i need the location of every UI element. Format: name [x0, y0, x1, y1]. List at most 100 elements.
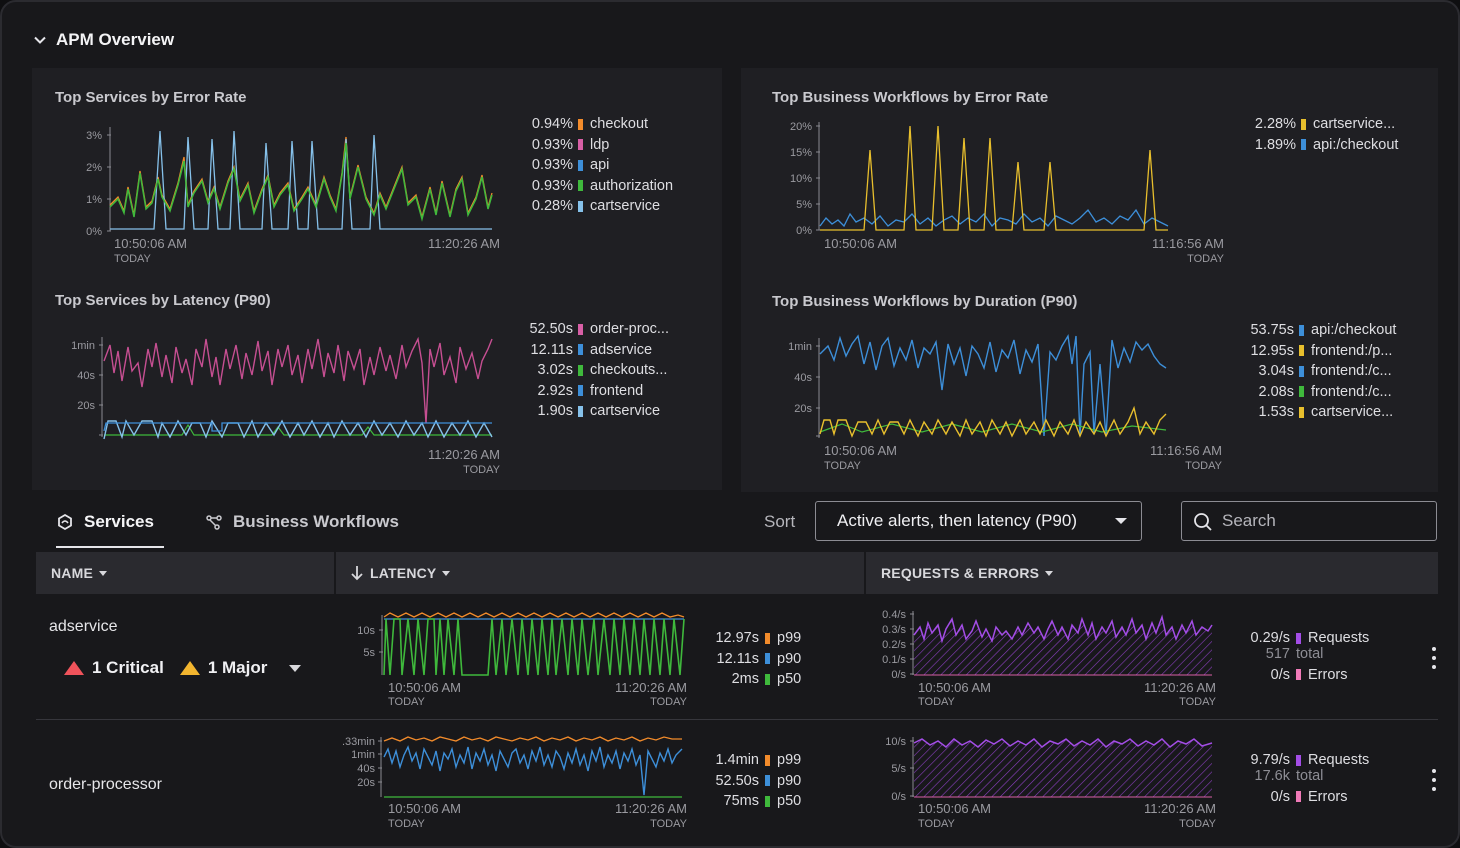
section-header[interactable]: APM Overview [32, 30, 174, 50]
svc-error-legend: 0.94% checkout 0.93% ldp 0.93% api 0.93% aut… [522, 114, 673, 217]
y-tick: 20% [790, 121, 812, 133]
y-tick: 5s [363, 647, 375, 659]
legend-item[interactable]: 1.53s cartservice... [1242, 402, 1396, 423]
legend-value: 2.92s [537, 382, 573, 399]
legend-value: 0.93% [531, 136, 573, 153]
x-start-sub: TODAY [824, 460, 862, 472]
tab-business-workflows[interactable]: Business Workflows [205, 512, 399, 532]
legend-item[interactable]: 2.08s frontend:/c... [1242, 382, 1396, 403]
legend-swatch [1296, 791, 1301, 803]
svc-latency-chart[interactable]: 1min 40s 20s 11:20:26 AM TODAY [62, 327, 512, 477]
legend-item[interactable]: 12.95s frontend:/p... [1242, 341, 1396, 362]
x-end-sub: TODAY [1187, 253, 1225, 264]
legend-item[interactable]: 2.28% cartservice... [1245, 114, 1398, 135]
major-alert-icon [179, 661, 200, 675]
service-name-link[interactable]: order-processor [49, 776, 162, 793]
x-end-label: 11:16:56 AM [1150, 443, 1222, 458]
legend-item[interactable]: 2.92s frontend [522, 381, 669, 402]
legend-label: frontend:/p... [1311, 342, 1393, 359]
section-title: APM Overview [56, 30, 175, 49]
legend-swatch [578, 118, 583, 130]
legend-swatch [765, 754, 770, 766]
legend-swatch [765, 775, 770, 787]
tab-services-label: Services [84, 512, 154, 531]
x-start-sub: TODAY [918, 696, 956, 708]
legend-label: cartservice [590, 403, 661, 420]
x-end-label: 11:20:26 AM [615, 680, 687, 695]
alert-summary[interactable]: 1 Critical 1 Major [64, 658, 302, 678]
total-label: total [1296, 767, 1324, 784]
search-input[interactable]: Search [1181, 501, 1437, 541]
caret-down-icon[interactable] [289, 664, 302, 672]
legend-value: 3.04s [1258, 363, 1294, 380]
y-tick: 1min [788, 341, 812, 353]
row2-requests-legend: 9.79/s Requests 17.6k total 0/s Errors [1234, 750, 1370, 807]
legend-swatch [578, 159, 583, 171]
wf-duration-chart[interactable]: 1min 40s 20s 10:50:06 AM TODAY 11:16:56 … [772, 324, 1232, 474]
row2-latency-chart[interactable]: .33min 1min 40s 20s 10:50:06 AM TODAY 11… [332, 727, 692, 835]
x-start-sub: TODAY [388, 818, 426, 830]
y-tick: 0/s [891, 669, 906, 681]
row1-requests-chart[interactable]: 0.4/s 0.3/s 0.2/s 0.1/s 0/s 10:50:06 AM … [866, 605, 1226, 713]
legend-item[interactable]: 0.28% cartservice [522, 196, 673, 217]
row1-latency-chart[interactable]: 10s 5s 10:50:06 AM TODAY 11:20:26 AM TOD… [342, 605, 692, 713]
legend-value: 0.28% [531, 198, 573, 215]
legend-item[interactable]: 3.04s frontend:/c... [1242, 361, 1396, 382]
legend-swatch [765, 795, 770, 807]
y-tick: 1min [351, 749, 375, 761]
legend-swatch [578, 364, 583, 376]
row2-requests-chart[interactable]: 10/s 5/s 0/s 10:50:06 AM TODAY 11:20:26 … [866, 727, 1226, 835]
wf-duration-legend: 53.75s api:/checkout 12.95s frontend:/p...… [1242, 320, 1396, 423]
y-tick: 0/s [891, 791, 906, 803]
column-header-requests[interactable]: REQUESTS & ERRORS [866, 552, 1438, 594]
legend-item[interactable]: 0.93% ldp [522, 135, 673, 156]
legend-label: order-proc... [590, 321, 669, 338]
panel-services-error-rate [32, 68, 722, 490]
y-tick: 15% [790, 147, 812, 159]
legend-item[interactable]: 12.11s adservice [522, 340, 669, 361]
svc-error-chart[interactable]: 3% 2% 1% 0% 10:50:06 AM TODAY 11:20:26 A… [62, 117, 512, 267]
legend-swatch [765, 653, 770, 665]
p90-label: p90 [777, 772, 802, 789]
sort-select[interactable]: Active alerts, then latency (P90) [815, 501, 1142, 541]
legend-item[interactable]: 0.93% authorization [522, 176, 673, 197]
panel-title-wf-error: Top Business Workflows by Error Rate [772, 89, 1049, 106]
row-actions-menu-icon[interactable] [1429, 647, 1439, 669]
sort-select-value: Active alerts, then latency (P90) [837, 511, 1078, 530]
errors-label: Errors [1308, 666, 1348, 683]
row1-requests-legend: 0.29/s Requests 517 total 0/s Errors [1234, 628, 1370, 685]
legend-label: frontend:/c... [1311, 383, 1392, 400]
legend-item[interactable]: 1.90s cartservice [522, 401, 669, 422]
svc-latency-legend: 52.50s order-proc... 12.11s adservice 3.02… [522, 319, 669, 422]
y-tick: 0.3/s [882, 624, 906, 636]
wf-error-chart[interactable]: 20% 15% 10% 5% 0% 10:50:06 AM 11:16:56 A… [772, 114, 1232, 264]
legend-value: 1.53s [1258, 404, 1294, 421]
legend-value: 2.28% [1254, 116, 1296, 133]
legend-item[interactable]: 3.02s checkouts... [522, 360, 669, 381]
legend-label: frontend:/c... [1311, 363, 1392, 380]
y-tick: 40s [77, 370, 95, 382]
legend-swatch [1299, 406, 1304, 418]
column-header-name[interactable]: NAME [36, 552, 334, 594]
p50-label: p50 [777, 671, 802, 688]
y-tick: 20s [357, 777, 375, 789]
chevron-down-icon[interactable] [32, 32, 48, 48]
requests-rate: 0.29/s [1250, 630, 1291, 647]
legend-item[interactable]: 0.94% checkout [522, 114, 673, 135]
legend-item[interactable]: 0.93% api [522, 155, 673, 176]
legend-item[interactable]: 53.75s api:/checkout [1242, 320, 1396, 341]
column-header-latency[interactable]: LATENCY [336, 552, 864, 594]
requests-label: Requests [1308, 630, 1370, 647]
x-end-sub: TODAY [1185, 460, 1223, 472]
row-actions-menu-icon[interactable] [1429, 769, 1439, 791]
legend-swatch [1301, 139, 1306, 151]
legend-value: 2.08s [1258, 383, 1294, 400]
legend-swatch [1299, 345, 1304, 357]
legend-item[interactable]: 1.89% api:/checkout [1245, 135, 1399, 156]
legend-label: cartservice... [1311, 404, 1394, 421]
legend-item[interactable]: 52.50s order-proc... [522, 319, 669, 340]
tab-services[interactable]: Services [56, 512, 154, 532]
legend-swatch [578, 344, 583, 356]
service-name-link[interactable]: adservice [49, 618, 118, 635]
legend-label: api [590, 157, 610, 174]
